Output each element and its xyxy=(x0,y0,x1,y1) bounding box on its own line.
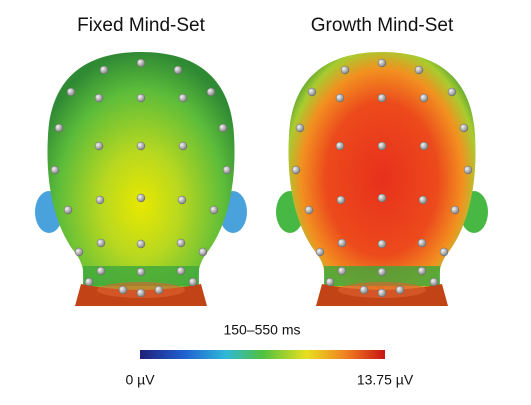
electrode xyxy=(291,165,301,175)
electrode xyxy=(336,195,346,205)
electrode xyxy=(178,141,188,151)
electrode xyxy=(429,277,439,287)
electrode xyxy=(99,65,109,75)
electrode xyxy=(96,266,106,276)
electrode xyxy=(176,238,186,248)
electrode xyxy=(337,238,347,248)
electrode xyxy=(178,93,188,103)
electrode xyxy=(218,123,228,133)
panel-title: Fixed Mind-Set xyxy=(77,15,205,36)
electrode xyxy=(417,266,427,276)
head xyxy=(47,52,235,306)
electrode xyxy=(118,285,128,295)
electrode xyxy=(66,87,76,97)
electrode xyxy=(136,288,146,298)
electrode xyxy=(395,285,405,295)
electrode xyxy=(136,267,146,277)
panel-title: Growth Mind-Set xyxy=(311,15,454,36)
electrode xyxy=(463,165,473,175)
electrode xyxy=(136,239,146,249)
electrode xyxy=(414,65,424,75)
electrode xyxy=(295,123,305,133)
electrode xyxy=(417,238,427,248)
electrode xyxy=(315,247,325,257)
electrode xyxy=(377,93,387,103)
electrode xyxy=(419,93,429,103)
electrode xyxy=(418,195,428,205)
electrode xyxy=(173,65,183,75)
colorbar-max-label: 13.75 µV xyxy=(357,372,414,388)
electrode xyxy=(136,141,146,151)
electrode xyxy=(177,195,187,205)
electrode xyxy=(359,285,369,295)
head xyxy=(288,52,476,306)
electrode xyxy=(94,93,104,103)
electrode xyxy=(335,141,345,151)
electrode xyxy=(84,277,94,287)
electrode xyxy=(419,141,429,151)
electrode xyxy=(377,239,387,249)
electrode xyxy=(377,193,387,203)
electrode xyxy=(96,238,106,248)
electrode xyxy=(307,87,317,97)
electrode xyxy=(74,247,84,257)
electrode xyxy=(335,93,345,103)
electrode xyxy=(188,277,198,287)
electrode xyxy=(136,193,146,203)
electrode xyxy=(439,247,449,257)
colorbar-min-label: 0 µV xyxy=(125,372,155,388)
electrode xyxy=(447,87,457,97)
electrode xyxy=(459,123,469,133)
electrode xyxy=(154,285,164,295)
electrode xyxy=(377,58,387,68)
electrode xyxy=(94,141,104,151)
electrode xyxy=(176,266,186,276)
electrode xyxy=(54,123,64,133)
electrode xyxy=(325,277,335,287)
electrode xyxy=(222,165,232,175)
colorbar-title: 150–550 ms xyxy=(223,322,300,338)
electrode xyxy=(136,58,146,68)
electrode xyxy=(206,87,216,97)
electrode xyxy=(304,205,314,215)
electrode xyxy=(450,205,460,215)
electrode xyxy=(377,288,387,298)
electrode xyxy=(95,195,105,205)
electrode xyxy=(377,141,387,151)
electrode xyxy=(136,93,146,103)
electrode xyxy=(337,266,347,276)
electrode xyxy=(63,205,73,215)
electrode xyxy=(377,267,387,277)
electrode xyxy=(198,247,208,257)
electrode xyxy=(340,65,350,75)
colorbar xyxy=(140,350,385,359)
electrode xyxy=(209,205,219,215)
electrode xyxy=(50,165,60,175)
